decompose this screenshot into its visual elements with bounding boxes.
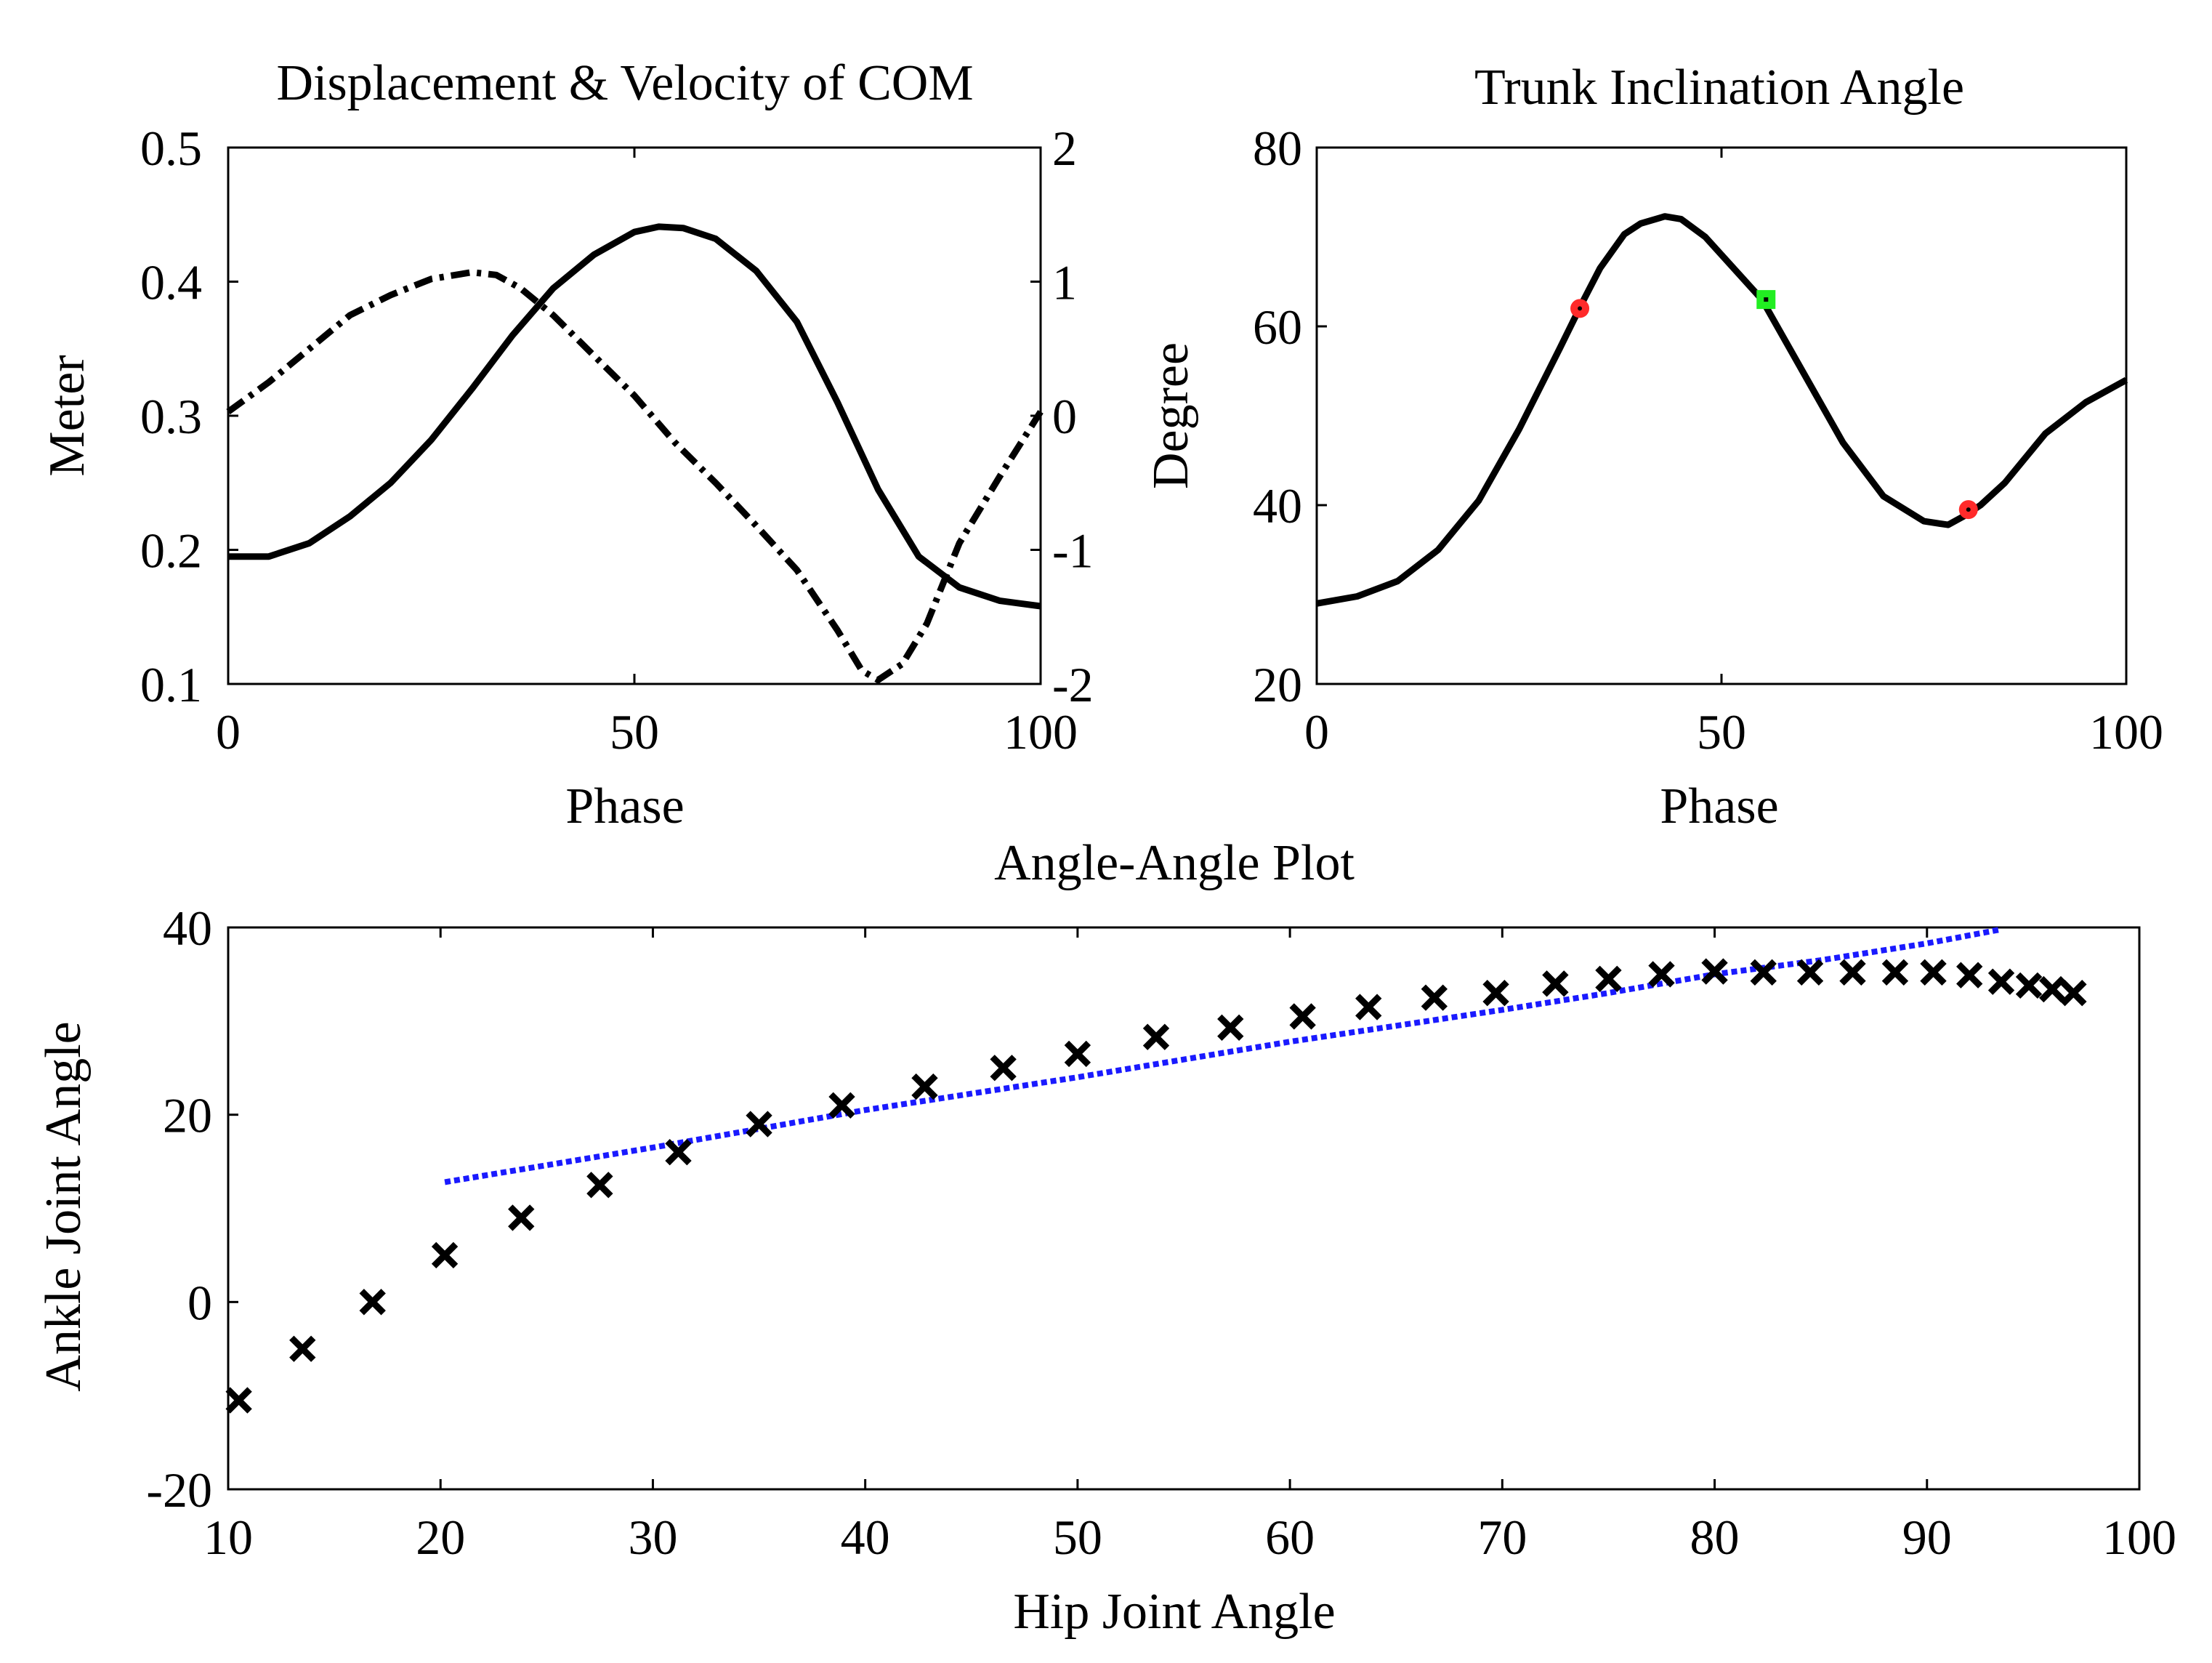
scatter-point-x bbox=[1648, 961, 1675, 988]
chart-angle-y-tick-label: -20 bbox=[146, 1462, 212, 1518]
chart-trunk-axes-box bbox=[1315, 146, 2128, 685]
chart-com-y-tick-label: 0.3 bbox=[140, 389, 202, 444]
chart-angle-y-tick-label: 0 bbox=[187, 1275, 212, 1330]
scatter-point-x bbox=[828, 1092, 855, 1119]
chart-com-title: Displacement & Velocity of COM bbox=[276, 55, 973, 111]
chart-angle-x-tick-label: 20 bbox=[416, 1510, 465, 1565]
scatter-point-x bbox=[1064, 1040, 1091, 1068]
chart-angle-xlabel: Hip Joint Angle bbox=[1013, 1584, 1335, 1640]
chart-com-y2-tick-label: 1 bbox=[1052, 255, 1077, 310]
trunk-marker-center bbox=[1578, 306, 1583, 311]
chart-com-x-tick-label: 0 bbox=[216, 704, 241, 760]
scatter-point-x bbox=[1750, 959, 1777, 986]
series-trunk-angle-line bbox=[1316, 213, 2128, 607]
chart-trunk-x-tick-label: 0 bbox=[1304, 704, 1329, 760]
chart-trunk-y-tick-label: 40 bbox=[1253, 478, 1302, 533]
chart-trunk-title: Trunk Inclination Angle bbox=[1474, 60, 1964, 116]
trunk-marker-center bbox=[1764, 297, 1769, 302]
chart-com-y2-tick-label: -2 bbox=[1052, 657, 1094, 712]
chart-com-displacement-velocity: Displacement & Velocity of COM 0 50 100 0.… bbox=[39, 55, 1094, 834]
trunk-marker-center bbox=[1966, 507, 1971, 512]
chart-trunk-y-ticks: 20 40 60 80 bbox=[1253, 121, 1327, 712]
scatter-point-x bbox=[1595, 965, 1622, 993]
chart-com-y-tick-label: 0.4 bbox=[140, 255, 202, 310]
chart-angle-x-tick-label: 30 bbox=[628, 1510, 677, 1565]
chart-trunk-y-tick-label: 80 bbox=[1253, 121, 1302, 176]
scatter-point-x bbox=[1421, 984, 1448, 1011]
chart-com-y2-tick-label: -1 bbox=[1052, 523, 1094, 579]
chart-angle-axes-box bbox=[227, 926, 2141, 1491]
scatter-point-x bbox=[359, 1289, 386, 1316]
chart-trunk-plot-area bbox=[1316, 213, 2128, 607]
chart-com-y-tick-label: 0.1 bbox=[140, 657, 202, 712]
chart-angle-y-tick-label: 20 bbox=[163, 1088, 212, 1143]
chart-angle-x-tick-label: 80 bbox=[1690, 1510, 1740, 1565]
scatter-point-x bbox=[1796, 959, 1824, 986]
chart-com-x-ticks: 0 50 100 bbox=[216, 148, 1078, 760]
scatter-point-x bbox=[586, 1172, 613, 1199]
scatter-point-x bbox=[289, 1335, 316, 1362]
scatter-point-x bbox=[2039, 975, 2066, 1003]
scatter-point-x bbox=[1217, 1014, 1244, 1042]
chart-trunk-ylabel: Degree bbox=[1143, 342, 1199, 489]
chart-angle-angle: Angle-Angle Plot 10 20 30 40 50 60 70 80 90 100 -… bbox=[36, 835, 2176, 1640]
scatter-point-x bbox=[665, 1139, 692, 1166]
chart-angle-plot-area bbox=[225, 926, 2087, 1414]
chart-angle-x-tick-label: 70 bbox=[1477, 1510, 1527, 1565]
scatter-point-x bbox=[990, 1055, 1017, 1082]
chart-trunk-inclination: Trunk Inclination Angle 0 50 100 20406080 … bbox=[1143, 60, 2163, 834]
chart-angle-y-tick-label: 40 bbox=[163, 901, 212, 956]
scatter-point-x bbox=[1482, 979, 1509, 1007]
scatter-point-x bbox=[746, 1111, 772, 1137]
chart-angle-title: Angle-Angle Plot bbox=[994, 835, 1355, 891]
scatter-point-x bbox=[1289, 1003, 1316, 1030]
scatter-point-x bbox=[1701, 958, 1728, 985]
chart-com-y2-ticks: -2 -1 0 1 2 bbox=[1030, 121, 1094, 712]
scatter-point-x bbox=[2060, 979, 2087, 1007]
chart-com-x-tick-label: 50 bbox=[610, 704, 659, 760]
series-velocity-line bbox=[226, 269, 1044, 683]
chart-com-y-ticks: 0.1 0.2 0.3 0.4 0.5 bbox=[140, 121, 238, 712]
chart-com-y-tick-label: 0.2 bbox=[140, 523, 202, 579]
scatter-point-x bbox=[2015, 972, 2043, 999]
scatter-point-x bbox=[1142, 1023, 1170, 1050]
scatter-point-x bbox=[1956, 962, 1983, 988]
chart-com-xlabel: Phase bbox=[565, 778, 684, 834]
chart-angle-ylabel: Ankle Joint Angle bbox=[36, 1021, 92, 1391]
chart-trunk-y-tick-label: 60 bbox=[1253, 299, 1302, 355]
scatter-point-x bbox=[1987, 968, 2015, 995]
chart-angle-x-tick-label: 100 bbox=[2102, 1510, 2176, 1565]
chart-com-axes-box bbox=[227, 146, 1042, 685]
chart-trunk-x-ticks: 0 50 100 bbox=[1304, 148, 2163, 760]
scatter-point-x bbox=[225, 1387, 252, 1414]
chart-angle-x-tick-label: 50 bbox=[1053, 1510, 1102, 1565]
scatter-point-x bbox=[1920, 959, 1947, 986]
chart-com-x-tick-label: 100 bbox=[1004, 704, 1078, 760]
chart-angle-y-ticks: -20 0 20 40 bbox=[146, 901, 238, 1518]
scatter-point-x bbox=[431, 1241, 459, 1269]
scatter-point-x bbox=[1542, 970, 1569, 997]
chart-angle-x-tick-label: 60 bbox=[1265, 1510, 1315, 1565]
chart-angle-x-tick-label: 40 bbox=[841, 1510, 890, 1565]
chart-com-y2-tick-label: 2 bbox=[1052, 121, 1077, 176]
chart-angle-x-tick-label: 90 bbox=[1902, 1510, 1952, 1565]
chart-com-y2-tick-label: 0 bbox=[1052, 389, 1077, 444]
scatter-point-x bbox=[1355, 994, 1382, 1020]
series-fit-line bbox=[444, 926, 2002, 1185]
scatter-point-x bbox=[1881, 959, 1909, 986]
chart-com-ylabel: Meter bbox=[39, 355, 95, 476]
scatter-point-x bbox=[508, 1204, 535, 1231]
chart-trunk-x-tick-label: 100 bbox=[2089, 704, 2163, 760]
chart-com-plot-area bbox=[226, 223, 1044, 683]
chart-trunk-x-tick-label: 50 bbox=[1697, 704, 1746, 760]
chart-angle-x-tick-label: 10 bbox=[203, 1510, 253, 1565]
chart-trunk-xlabel: Phase bbox=[1660, 778, 1778, 834]
chart-angle-x-ticks: 10 20 30 40 50 60 70 80 90 100 bbox=[203, 927, 2176, 1565]
scatter-point-x bbox=[1839, 959, 1866, 986]
chart-trunk-y-tick-label: 20 bbox=[1253, 657, 1302, 712]
chart-com-y-tick-label: 0.5 bbox=[140, 121, 202, 176]
scatter-point-x bbox=[911, 1073, 938, 1100]
series-displacement-line bbox=[228, 223, 1041, 610]
